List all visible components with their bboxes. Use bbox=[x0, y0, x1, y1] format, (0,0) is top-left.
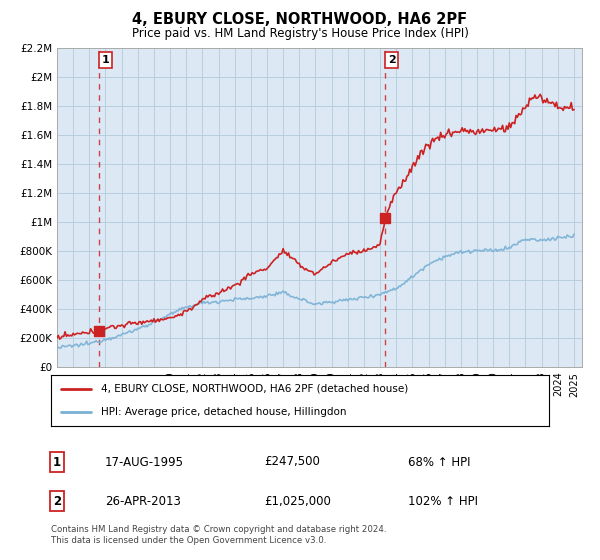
Text: 1: 1 bbox=[53, 455, 61, 469]
Text: 4, EBURY CLOSE, NORTHWOOD, HA6 2PF: 4, EBURY CLOSE, NORTHWOOD, HA6 2PF bbox=[133, 12, 467, 27]
Text: 1: 1 bbox=[102, 55, 110, 65]
Text: 2: 2 bbox=[53, 494, 61, 508]
Text: Price paid vs. HM Land Registry's House Price Index (HPI): Price paid vs. HM Land Registry's House … bbox=[131, 27, 469, 40]
Text: 17-AUG-1995: 17-AUG-1995 bbox=[105, 455, 184, 469]
Text: 2: 2 bbox=[388, 55, 395, 65]
Text: HPI: Average price, detached house, Hillingdon: HPI: Average price, detached house, Hill… bbox=[101, 407, 346, 417]
Text: £247,500: £247,500 bbox=[264, 455, 320, 469]
Text: £1,025,000: £1,025,000 bbox=[264, 494, 331, 508]
Text: 26-APR-2013: 26-APR-2013 bbox=[105, 494, 181, 508]
Text: 102% ↑ HPI: 102% ↑ HPI bbox=[408, 494, 478, 508]
Text: 68% ↑ HPI: 68% ↑ HPI bbox=[408, 455, 470, 469]
Text: 4, EBURY CLOSE, NORTHWOOD, HA6 2PF (detached house): 4, EBURY CLOSE, NORTHWOOD, HA6 2PF (deta… bbox=[101, 384, 408, 394]
Text: Contains HM Land Registry data © Crown copyright and database right 2024.
This d: Contains HM Land Registry data © Crown c… bbox=[51, 525, 386, 545]
